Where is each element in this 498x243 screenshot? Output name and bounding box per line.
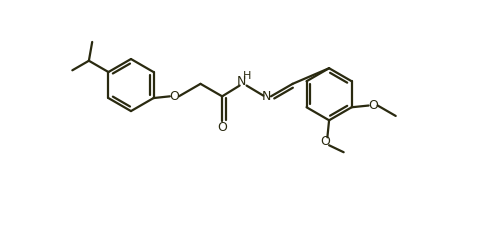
Text: O: O — [217, 121, 227, 134]
Text: N: N — [262, 90, 271, 103]
Text: O: O — [169, 90, 179, 103]
Text: H: H — [243, 71, 251, 81]
Text: O: O — [368, 99, 378, 112]
Text: O: O — [321, 135, 331, 148]
Text: N: N — [237, 75, 246, 88]
